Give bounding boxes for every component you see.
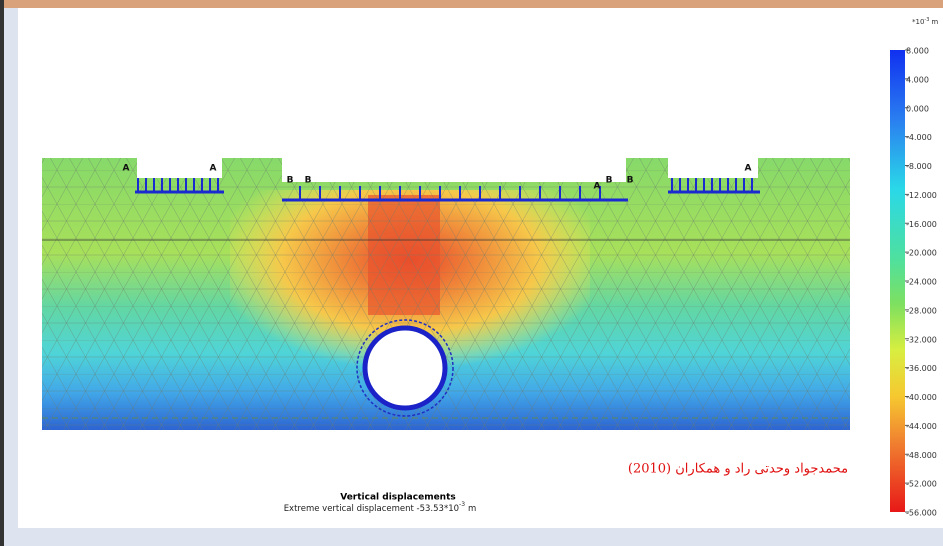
legend-label: -32.000 — [906, 335, 937, 344]
caption-subtitle-text: Extreme vertical displacement -53.53*10 — [284, 504, 459, 514]
marker-label: A — [594, 182, 601, 192]
tunnel-deformed — [356, 319, 454, 417]
tunnel — [362, 325, 448, 411]
legend-label: -20.000 — [906, 249, 937, 258]
legend-label: -52.000 — [906, 480, 937, 489]
legend-label: -12.000 — [906, 191, 937, 200]
footings — [135, 178, 760, 202]
left-border — [0, 0, 4, 546]
legend-label: -44.000 — [906, 422, 937, 431]
caption-subtitle: Extreme vertical displacement -53.53*10-… — [284, 501, 477, 514]
marker-label: B — [287, 176, 294, 186]
model — [42, 158, 850, 430]
top-strip — [0, 0, 943, 8]
legend-label: -24.000 — [906, 278, 937, 287]
marker-label: A — [210, 164, 217, 174]
unit-base: *10 — [912, 18, 924, 26]
legend-label: -56.000 — [906, 509, 937, 518]
markers: A AB BAB BA — [123, 164, 752, 192]
legend-label: 4.000 — [906, 75, 929, 84]
excavation — [668, 158, 758, 178]
caption-suffix: m — [468, 504, 476, 514]
color-bar — [890, 50, 905, 512]
marker-label: A — [745, 164, 752, 174]
legend-label: -40.000 — [906, 393, 937, 402]
credit: محمدجواد وحدتی راد و همکاران (2010) — [628, 462, 848, 477]
legend-label: 0.000 — [906, 104, 929, 113]
legend-labels: 8.000 4.000 0.000 -4.000 -8.000 -12.000 -16.00… — [905, 47, 937, 518]
marker-label: B — [305, 176, 312, 186]
legend-unit: *10-3 m — [912, 17, 938, 27]
caption-title: Vertical displacements — [340, 493, 456, 503]
caption-exponent: -3 — [459, 501, 465, 508]
mesh — [42, 158, 850, 430]
legend-label: -28.000 — [906, 306, 937, 315]
unit-exponent: -3 — [924, 17, 929, 23]
legend-label: -16.000 — [906, 220, 937, 229]
legend-label: -48.000 — [906, 451, 937, 460]
marker-label: B — [606, 176, 613, 186]
excavation — [137, 158, 222, 178]
legend-label: 8.000 — [906, 47, 929, 56]
legend-label: -4.000 — [906, 133, 932, 142]
legend-label: -36.000 — [906, 364, 937, 373]
marker-label: A — [123, 164, 130, 174]
marker-label: B — [627, 176, 634, 186]
legend-label: -8.000 — [906, 162, 932, 171]
excavation — [282, 158, 626, 182]
unit-suffix: m — [931, 18, 938, 26]
